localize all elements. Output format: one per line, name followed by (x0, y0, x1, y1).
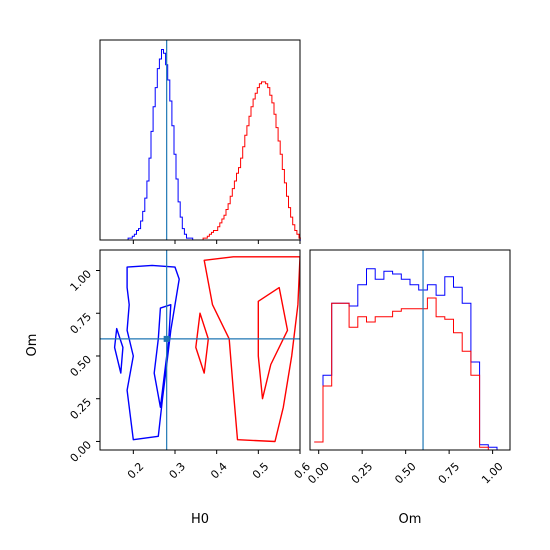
om-marginal-frame (309, 249, 511, 451)
contour-series-2-level-2 (257, 286, 289, 400)
joint-y-tick-label: 1.00 (68, 267, 95, 294)
h0-histogram-series-1 (103, 49, 301, 241)
om-x-tick-label: 0.75 (436, 460, 463, 487)
contour-series-2-level-3 (195, 312, 209, 374)
om-x-tick-label: 1.00 (479, 460, 506, 487)
om-histogram-series-1 (314, 268, 506, 451)
contour-series-1-level-2 (153, 304, 172, 408)
joint-contours (113, 256, 300, 443)
axis-labels: H0 Om Om (25, 334, 421, 527)
contour-series-2-level-1 (203, 256, 300, 443)
contour-series-1-level-1 (126, 264, 180, 441)
y-axis-label-om: Om (25, 334, 40, 357)
joint-y-tick-label: 0.75 (68, 310, 95, 337)
om-x-tick-label: 0.00 (305, 460, 332, 487)
joint-y-tick-label: 0.00 (68, 438, 95, 465)
joint-x-tick-label: 0.4 (208, 460, 230, 482)
om-x-tick-label: 0.25 (349, 460, 376, 487)
contour-series-1-level-3 (113, 327, 124, 374)
joint-contour-panel: 0.2 0.3 0.4 0.5 0.60.000.250.500.751.00 (68, 249, 313, 482)
joint-truth-marker (163, 335, 170, 342)
joint-y-tick-label: 0.25 (68, 396, 95, 423)
om-x-tick-label: 0.50 (392, 460, 419, 487)
h0-marginal-frame (99, 39, 301, 241)
joint-frame (99, 249, 301, 451)
x-axis-label-om: Om (399, 512, 422, 527)
joint-x-tick-label: 0.2 (125, 460, 147, 482)
joint-x-tick-label: 0.3 (167, 460, 189, 482)
joint-x-tick-label: 0.5 (250, 460, 272, 482)
om-histogram-series-2 (314, 297, 506, 451)
h0-marginal-panel (99, 39, 301, 244)
x-axis-label-h0: H0 (191, 512, 209, 527)
joint-y-tick-label: 0.50 (68, 353, 95, 380)
om-marginal-panel: 0.00 0.25 0.50 0.75 1.00 (305, 249, 511, 487)
h0-histogram-series-2 (103, 81, 301, 241)
